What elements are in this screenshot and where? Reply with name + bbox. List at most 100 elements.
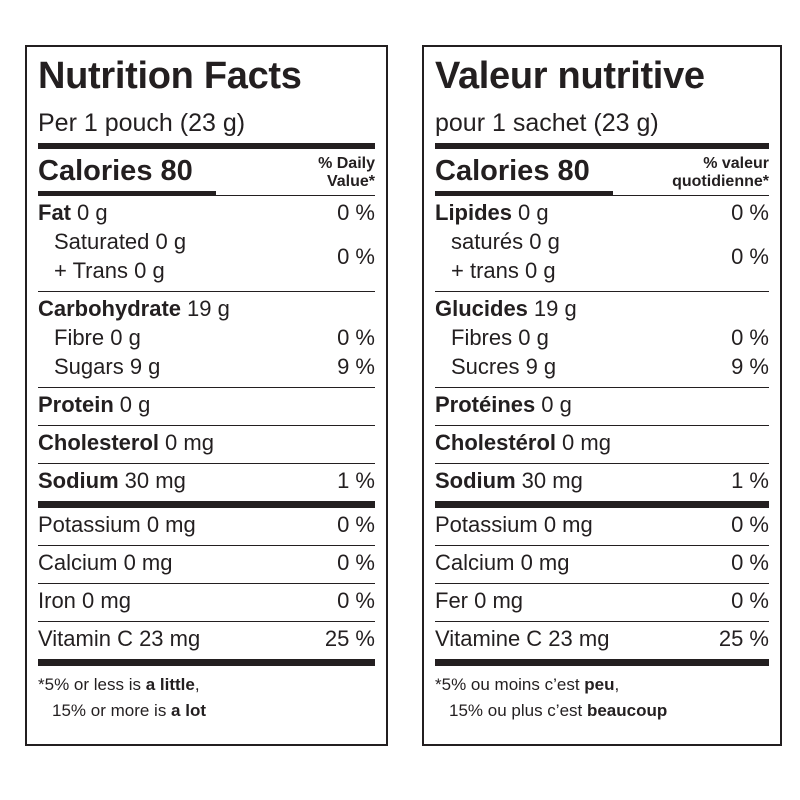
serving: pour 1 sachet (23 g) (435, 109, 659, 137)
calories-row: Calories 80 % valeur quotidienne* (435, 149, 769, 195)
dv-header: % valeur quotidienne* (672, 149, 769, 195)
sub-nutrient-text: Sucres 9 g (451, 354, 557, 379)
nutrient-name: Lipides (435, 200, 513, 225)
nutrient-name: Protein (38, 392, 114, 417)
dv-header-line: quotidienne* (672, 173, 769, 190)
nutrient-name: Cholestérol (435, 430, 557, 455)
title: Valeur nutritive (435, 55, 705, 97)
sub-nutrient-text: Sugars 9 g (54, 354, 161, 379)
nutrient-amount: 0 mg (165, 430, 214, 455)
nutrient-label: Vitamin C 23 mg (38, 624, 200, 653)
daily-value: 1 % (337, 468, 375, 493)
daily-value: 0 % (731, 588, 769, 613)
nutrient-label: Fat 0 g (38, 198, 108, 227)
nutrient-name: Sodium (435, 468, 516, 493)
footnote-text: *5% or less is (38, 675, 146, 694)
daily-value: 0 % (337, 550, 375, 575)
sub-nutrient-row: Saturated 0 g + Trans 0 g 0 % (38, 227, 375, 285)
nutrient-amount: 0 g (518, 200, 549, 225)
nutrient-amount: 30 mg (124, 468, 186, 493)
sub-nutrient-text: saturés 0 g (451, 229, 560, 254)
nutrient-text: Calcium 0 mg (435, 550, 570, 575)
footnote-emphasis: a lot (171, 701, 206, 720)
footnote-line: 15% or more is a lot (38, 698, 375, 724)
nutrient-label: Vitamine C 23 mg (435, 624, 609, 653)
nutrient-label: Potassium 0 mg (435, 510, 593, 539)
nutrient-name: Fat (38, 200, 71, 225)
calories: Calories 80 (435, 155, 590, 187)
nutrient-text: Iron 0 mg (38, 588, 131, 613)
nutrient-row: Fat 0 g 0 % (38, 198, 375, 227)
nutrient-row: Cholesterol 0 mg (38, 428, 375, 457)
nutrient-group: Calcium 0 mg 0 % (435, 545, 769, 583)
footnote: *5% or less is a little, 15% or more is a… (38, 659, 375, 724)
daily-value: 0 % (731, 243, 769, 269)
sub-nutrient-row: Fibres 0 g 0 % (435, 323, 769, 352)
nutrient-label: Protéines 0 g (435, 390, 572, 419)
nutrient-group: Vitamin C 23 mg 25 % (38, 621, 375, 659)
daily-value: 9 % (731, 354, 769, 379)
calories: Calories 80 (38, 155, 193, 187)
nutrient-group: Protéines 0 g (435, 387, 769, 425)
daily-value: 0 % (337, 200, 375, 225)
daily-value: 0 % (731, 200, 769, 225)
dv-header: % Daily Value* (318, 149, 375, 195)
nutrient-row: Protéines 0 g (435, 390, 769, 419)
nutrient-text: Fer 0 mg (435, 588, 524, 613)
footnote-text: , (614, 675, 620, 694)
daily-value: 25 % (324, 626, 375, 651)
nutrient-row: Fer 0 mg 0 % (435, 586, 769, 615)
daily-value: 0 % (731, 512, 769, 537)
calories-block: Calories 80 (38, 149, 216, 195)
sub-nutrient-text: + trans 0 g (451, 258, 556, 283)
nutrient-text: Potassium 0 mg (38, 512, 196, 537)
sub-nutrient-text: Saturated 0 g (54, 229, 187, 254)
nutrient-label: Carbohydrate 19 g (38, 294, 230, 323)
nutrient-name: Protéines (435, 392, 536, 417)
daily-value: 0 % (337, 325, 375, 350)
nutrient-name: Sodium (38, 468, 119, 493)
nutrient-amount: 0 g (119, 392, 151, 417)
nutrient-group: Cholestérol 0 mg (435, 425, 769, 463)
nutrient-text: Vitamine C 23 mg (435, 626, 610, 651)
calories-block: Calories 80 (435, 149, 613, 195)
nutrient-label: Lipides 0 g (435, 198, 549, 227)
nutrient-amount: 0 mg (562, 430, 611, 455)
footnote-text: 15% ou plus c’est (449, 701, 587, 720)
calories-bar (38, 191, 216, 195)
nutrient-row: Glucides 19 g (435, 294, 769, 323)
daily-value: 0 % (731, 325, 769, 350)
nutrient-label: Iron 0 mg (38, 586, 131, 615)
daily-value: 9 % (337, 354, 375, 379)
nutrient-label: Cholestérol 0 mg (435, 428, 611, 457)
nutrient-group: Potassium 0 mg 0 % (435, 501, 769, 545)
nutrient-row: Iron 0 mg 0 % (38, 586, 375, 615)
nutrient-label: Calcium 0 mg (38, 548, 172, 577)
nutrient-amount: 0 g (77, 200, 108, 225)
nutrient-label: Potassium 0 mg (38, 510, 196, 539)
nutrient-amount: 0 g (541, 392, 572, 417)
nutrient-text: Calcium 0 mg (38, 550, 173, 575)
sub-nutrient-row: saturés 0 g + trans 0 g 0 % (435, 227, 769, 285)
footnote-text: 15% or more is (52, 701, 172, 720)
dv-header-line: % valeur (703, 155, 769, 172)
nutrient-row: Sodium 30 mg 1 % (435, 466, 769, 495)
nutrient-label: Sodium 30 mg (38, 466, 186, 495)
sub-nutrient-lines: Saturated 0 g + Trans 0 g (54, 227, 186, 285)
nutrient-group: Protein 0 g (38, 387, 375, 425)
nutrient-row: Cholestérol 0 mg (435, 428, 769, 457)
dv-header-line: % Daily (318, 155, 375, 172)
sub-nutrient-row: Sugars 9 g 9 % (38, 352, 375, 381)
nutrition-panel: Valeur nutritive pour 1 sachet (23 g) Calo… (422, 45, 782, 746)
footnote-emphasis: peu (584, 675, 615, 694)
nutrient-label: Sodium 30 mg (435, 466, 583, 495)
title: Nutrition Facts (38, 55, 302, 97)
nutrient-group: Fat 0 g 0 % Saturated 0 g + Trans 0 g 0 % (38, 195, 375, 291)
nutrient-name: Glucides (435, 296, 528, 321)
nutrient-row: Potassium 0 mg 0 % (435, 510, 769, 539)
calories-row: Calories 80 % Daily Value* (38, 149, 375, 195)
nutrient-text: Potassium 0 mg (435, 512, 593, 537)
nutrient-name: Cholesterol (38, 430, 160, 455)
